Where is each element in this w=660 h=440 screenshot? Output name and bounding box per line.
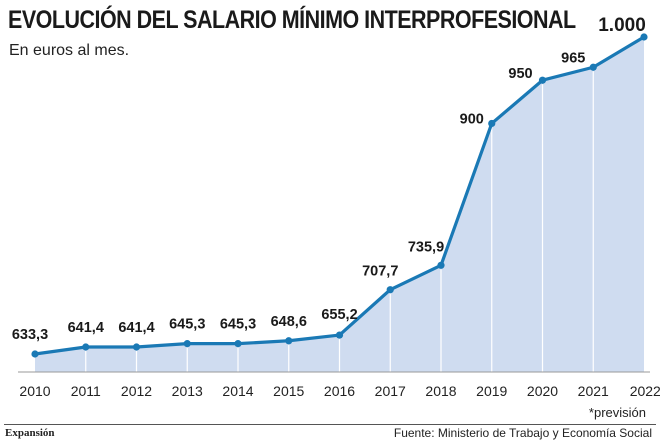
x-tick-label: 2010 — [19, 383, 50, 399]
data-label: 641,4 — [118, 320, 154, 336]
forecast-note: *previsión — [588, 405, 646, 420]
data-point — [132, 343, 141, 351]
data-point — [640, 33, 648, 41]
data-label: 648,6 — [271, 314, 307, 330]
x-tick-labels: 2010 2011 2012 2013 2014 2015 2016 2017 2018 2019… — [19, 383, 660, 399]
data-point — [589, 63, 597, 71]
x-tick-label: 2018 — [425, 383, 456, 399]
data-label: 735,9 — [408, 239, 444, 255]
x-tick-label: 2012 — [121, 383, 152, 399]
x-tick-label: 2017 — [375, 383, 406, 399]
data-point — [437, 261, 445, 269]
data-point — [538, 76, 547, 84]
vertical-gridlines — [85, 71, 594, 372]
data-point — [183, 340, 191, 348]
data-point — [488, 119, 496, 128]
data-point — [386, 286, 394, 294]
data-label: 707,7 — [362, 264, 398, 280]
chart-subtitle: En euros al mes. — [9, 42, 130, 59]
x-tick-label: 2013 — [172, 383, 203, 399]
data-label: 950 — [508, 66, 532, 82]
footer-divider — [4, 424, 656, 425]
data-label: 641,4 — [68, 320, 104, 336]
data-labels: 633,3 641,4 641,4 645,3 645,3 648,6 655,2 707,7… — [12, 15, 646, 343]
data-point — [82, 343, 90, 351]
data-label: 655,2 — [321, 307, 357, 323]
data-point — [31, 350, 39, 358]
x-tick-label: 2011 — [71, 383, 101, 399]
x-tick-label: 2019 — [476, 383, 507, 399]
source-note: Fuente: Ministerio de Trabajo y Economía… — [393, 426, 652, 440]
data-point — [335, 331, 344, 339]
x-tick-label: 2022* — [630, 383, 660, 399]
data-points — [31, 33, 648, 358]
data-label: 633,3 — [12, 327, 48, 343]
x-tick-label: 2016 — [324, 383, 355, 399]
chart-title: EVOLUCIÓN DEL SALARIO MÍNIMO INTERPROFES… — [8, 6, 576, 34]
data-point — [285, 337, 293, 345]
data-point — [234, 340, 242, 348]
publisher-logo: Expansión — [5, 427, 55, 439]
x-tick-label: 2020 — [527, 383, 558, 399]
x-tick-label: 2014 — [222, 383, 253, 399]
x-tick-label: 2015 — [273, 383, 304, 399]
data-label: 645,3 — [220, 317, 256, 333]
data-label: 1.000 — [598, 15, 646, 36]
data-label: 965 — [561, 50, 585, 66]
data-label: 900 — [460, 111, 484, 127]
x-tick-label: 2021 — [578, 383, 609, 399]
data-label: 645,3 — [169, 317, 205, 333]
